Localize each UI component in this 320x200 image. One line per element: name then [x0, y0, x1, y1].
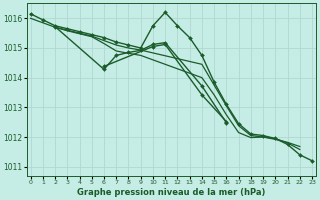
X-axis label: Graphe pression niveau de la mer (hPa): Graphe pression niveau de la mer (hPa) — [77, 188, 266, 197]
